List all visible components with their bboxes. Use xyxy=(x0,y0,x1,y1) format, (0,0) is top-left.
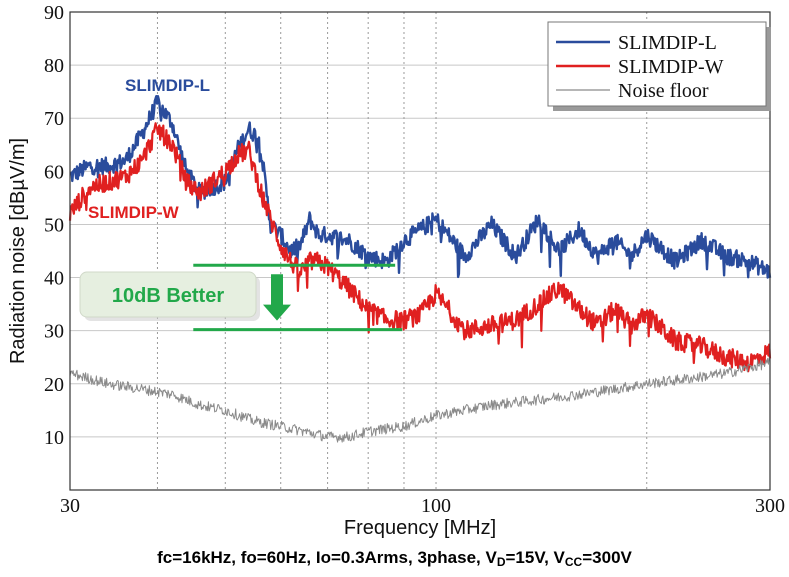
y-tick-label: 90 xyxy=(44,2,64,24)
radiation-noise-chart: 10 20 30 40 50 60 70 80 90 30 100 300 Frequency [MHz… xyxy=(7,2,785,539)
x-tick-label: 100 xyxy=(421,495,451,517)
series-line-noise-floor xyxy=(69,357,771,443)
y-tick-label: 20 xyxy=(44,374,64,396)
y-tick-label: 40 xyxy=(44,268,64,290)
legend-label: SLIMDIP-W xyxy=(618,56,724,78)
y-tick-label: 80 xyxy=(44,55,64,77)
series-label-slimdip-l: SLIMDIP-L xyxy=(125,76,210,95)
better-callout-box xyxy=(79,271,257,318)
y-tick-label: 70 xyxy=(44,108,64,130)
y-tick-label: 10 xyxy=(44,427,64,449)
x-axis-title: Frequency [MHz] xyxy=(344,517,496,539)
plot-border xyxy=(69,11,771,491)
legend-label: SLIMDIP-L xyxy=(618,32,717,54)
y-axis-title: Radiation noise [dBµV/m] xyxy=(7,138,29,364)
series-line-slimdip-l xyxy=(69,94,772,279)
x-tick-label: 300 xyxy=(755,495,785,517)
better-callout-text: 10dB Better xyxy=(112,285,224,307)
down-arrow-icon xyxy=(263,274,291,321)
y-tick-label: 50 xyxy=(44,214,64,236)
series-line-slimdip-w xyxy=(68,122,772,373)
vcc-subscript: CC xyxy=(564,555,583,569)
vd-value: =15V, V xyxy=(505,548,565,567)
legend-box xyxy=(547,21,767,107)
x-tick-label: 30 xyxy=(60,495,80,517)
vd-subscript: D xyxy=(496,555,506,569)
test-conditions-caption: fc=16kHz, fo=60Hz, Io=0.3Arms, 3phase, V… xyxy=(0,548,789,569)
y-tick-label: 30 xyxy=(44,321,64,343)
series-label-slimdip-w: SLIMDIP-W xyxy=(88,203,180,222)
legend-label: Noise floor xyxy=(618,80,709,102)
vcc-value: =300V xyxy=(582,548,632,567)
conditions-text: fc=16kHz, fo=60Hz, Io=0.3Arms, 3phase, V xyxy=(157,548,497,567)
y-tick-label: 60 xyxy=(44,161,64,183)
